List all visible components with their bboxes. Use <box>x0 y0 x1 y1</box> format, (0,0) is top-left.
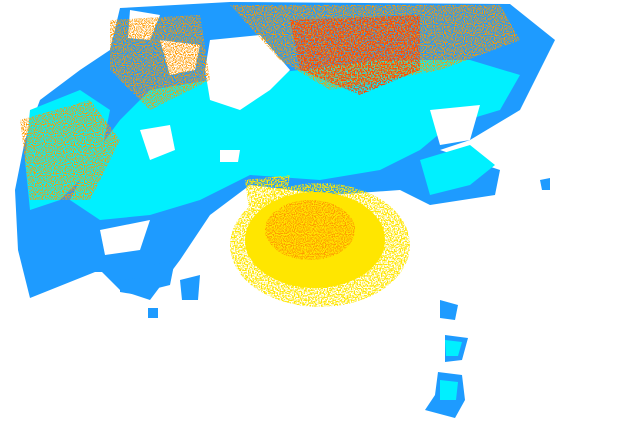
echo-yellow <box>230 175 410 307</box>
echo-red-orange <box>290 15 420 95</box>
echo-scattered-cells <box>95 260 200 318</box>
